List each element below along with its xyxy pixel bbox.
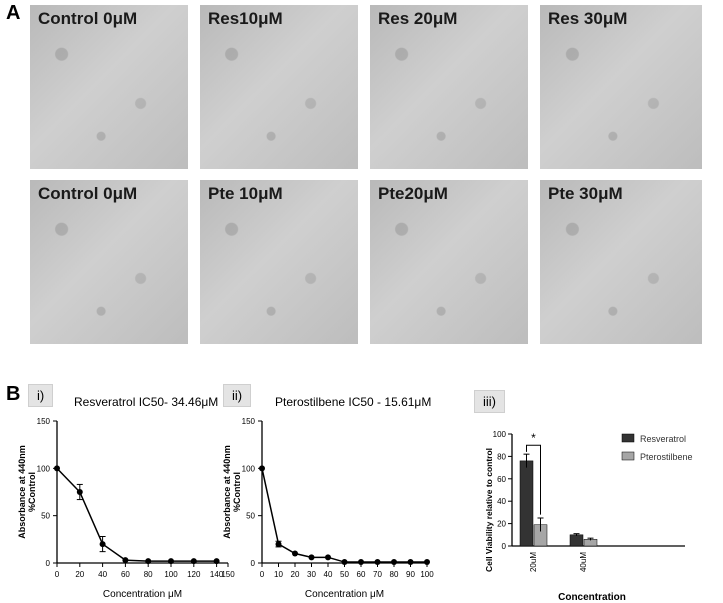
y-axis-label-line2: %Control (232, 472, 242, 512)
data-point (391, 559, 397, 566)
data-point (145, 558, 152, 565)
y-tick-label: 100 (242, 464, 256, 473)
x-tick-label: 80 (390, 570, 399, 579)
series-line (261, 468, 427, 563)
y-tick-label: 0 (251, 559, 256, 568)
viability-bar-chart: 0 20 40 60 80 100 20uM 40uM * Resveratrol Pterosti… (484, 430, 693, 603)
data-point (259, 465, 265, 472)
micrograph-label: Pte 30μM (548, 184, 623, 203)
x-tick-label: 80 (144, 570, 153, 579)
y-tick-label: 20 (497, 520, 506, 529)
x-tick-label: 10 (274, 570, 283, 579)
data-point (325, 554, 331, 561)
x-axis-label: Concentration μM (103, 589, 182, 600)
y-tick-label: 100 (37, 464, 51, 473)
data-point (341, 559, 348, 566)
subpanel-tag-i: i) (28, 384, 54, 407)
micrograph-control-res: Control 0μM (30, 5, 188, 169)
x-tick-label: 140 (210, 570, 224, 579)
x-tick-label: 90 (406, 570, 415, 579)
micrograph-res-20: Res 20μM (370, 5, 528, 169)
y-axis-label-line2: %Control (27, 472, 37, 512)
chart2-title: Pterostilbene IC50 - 15.61μM (275, 395, 432, 409)
y-tick-label: 80 (497, 452, 506, 461)
subpanel-tag-ii: ii) (223, 384, 252, 407)
micrograph-label: Res10μM (208, 9, 283, 28)
y-tick-label: 50 (41, 512, 50, 521)
subpanel-tag-iii: iii) (474, 390, 505, 413)
x-tick-label: 50 (340, 570, 349, 579)
data-point (99, 541, 106, 548)
y-tick-label: 0 (502, 542, 507, 551)
x-tick-label: 60 (357, 570, 366, 579)
micrograph-label: Pte 10μM (208, 184, 283, 203)
x-tick-label: 120 (187, 570, 201, 579)
x-tick-label: 60 (121, 570, 130, 579)
data-point (213, 558, 220, 565)
y-axis-label-line1: Absorbance at 440nm (17, 445, 27, 539)
micrograph-res-30: Res 30μM (540, 5, 702, 169)
data-point (292, 550, 298, 557)
micrograph-pte-30: Pte 30μM (540, 180, 702, 344)
panel-b-letter: B (6, 383, 21, 405)
data-point (76, 489, 83, 495)
micrograph-res-10: Res10μM (200, 5, 358, 169)
pterostilbene-chart: 0 50 100 150 0 10 20 30 40 50 60 70 80 90 100 Absorbanc… (222, 417, 434, 600)
y-axis-label: Cell Viability relative to control (484, 448, 494, 572)
data-point (407, 559, 414, 566)
x-tick-label: 40uM (579, 552, 588, 572)
y-tick-label: 60 (497, 475, 506, 484)
micrograph-label: Control 0μM (38, 9, 138, 28)
x-tick-label: 20 (75, 570, 84, 579)
x-tick-label: 20 (291, 570, 300, 579)
y-tick-label: 150 (242, 417, 256, 426)
micrograph-label: Res 20μM (378, 9, 458, 28)
chart1-title: Resveratrol IC50- 34.46μM (74, 395, 219, 409)
x-tick-label: 30 (307, 570, 316, 579)
data-point (374, 559, 381, 566)
x-tick-label: 0 (260, 570, 265, 579)
x-tick-label: 70 (373, 570, 382, 579)
significance-bracket (526, 444, 541, 515)
x-tick-label: 20uM (529, 552, 538, 572)
data-point (275, 541, 282, 548)
y-tick-label: 50 (246, 512, 255, 521)
legend-swatch (621, 451, 635, 461)
x-tick-label: 100 (420, 570, 434, 579)
x-tick-label: 40 (98, 570, 107, 579)
data-point (308, 554, 315, 561)
legend-label: Resveratrol (640, 434, 686, 444)
legend-swatch (621, 433, 635, 443)
data-point (54, 465, 60, 472)
x-tick-label: 100 (164, 570, 178, 579)
bar (519, 460, 534, 547)
legend-label: Pterostilbene (640, 452, 693, 462)
data-point (168, 558, 174, 565)
y-tick-label: 40 (497, 497, 506, 506)
x-tick-label: 40 (324, 570, 333, 579)
x-axis-label: Concentration μM (305, 589, 384, 600)
micrograph-label: Res 30μM (548, 9, 628, 28)
micrograph-label: Control 0μM (38, 184, 138, 203)
bar (569, 534, 584, 547)
y-tick-label: 100 (493, 430, 507, 439)
micrograph-label: Pte20μM (378, 184, 448, 203)
micrograph-pte-10: Pte 10μM (200, 180, 358, 344)
y-axis-label-line1: Absorbance at 440nm (222, 445, 232, 539)
data-point (122, 557, 129, 564)
y-tick-label: 0 (46, 559, 51, 568)
y-tick-label: 150 (37, 417, 51, 426)
panel-a-letter: A (6, 2, 21, 24)
x-tick-label: 150 (221, 570, 235, 579)
series-line (56, 467, 217, 562)
x-tick-label: 0 (55, 570, 60, 579)
data-point (358, 559, 364, 566)
significance-marker: * (531, 431, 536, 445)
data-point (424, 559, 430, 566)
x-axis-label: Concentration (558, 592, 626, 603)
data-point (190, 558, 197, 565)
micrograph-control-pte: Control 0μM (30, 180, 188, 344)
micrograph-pte-20: Pte20μM (370, 180, 528, 344)
